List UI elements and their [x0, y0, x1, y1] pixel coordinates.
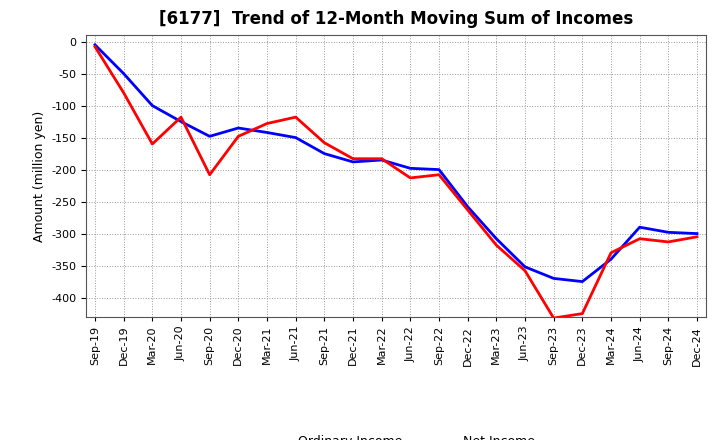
Net Income — [664, 239, 672, 245]
Ordinary Income — [320, 151, 328, 156]
Net Income — [607, 250, 616, 256]
Ordinary Income — [492, 236, 500, 242]
Net Income — [464, 207, 472, 213]
Net Income — [549, 315, 558, 321]
Ordinary Income — [91, 42, 99, 48]
Net Income — [348, 156, 357, 161]
Ordinary Income — [607, 257, 616, 262]
Net Income — [234, 134, 243, 139]
Net Income — [377, 156, 386, 161]
Net Income — [263, 121, 271, 126]
Ordinary Income — [377, 158, 386, 163]
Net Income — [148, 141, 157, 147]
Net Income — [406, 175, 415, 180]
Net Income — [292, 114, 300, 120]
Ordinary Income — [234, 125, 243, 131]
Line: Net Income: Net Income — [95, 47, 697, 318]
Ordinary Income — [464, 204, 472, 209]
Net Income — [578, 311, 587, 316]
Ordinary Income — [693, 231, 701, 236]
Ordinary Income — [148, 103, 157, 108]
Line: Ordinary Income: Ordinary Income — [95, 45, 697, 282]
Net Income — [320, 140, 328, 145]
Net Income — [635, 236, 644, 242]
Net Income — [492, 242, 500, 248]
Ordinary Income — [120, 71, 128, 76]
Ordinary Income — [578, 279, 587, 284]
Ordinary Income — [549, 276, 558, 281]
Ordinary Income — [348, 159, 357, 165]
Net Income — [176, 114, 185, 120]
Y-axis label: Amount (million yen): Amount (million yen) — [33, 110, 46, 242]
Ordinary Income — [263, 130, 271, 135]
Ordinary Income — [205, 134, 214, 139]
Ordinary Income — [435, 167, 444, 172]
Net Income — [91, 44, 99, 49]
Net Income — [693, 234, 701, 239]
Net Income — [120, 90, 128, 95]
Net Income — [521, 268, 529, 273]
Net Income — [435, 172, 444, 177]
Legend: Ordinary Income, Net Income: Ordinary Income, Net Income — [252, 430, 540, 440]
Ordinary Income — [635, 224, 644, 230]
Ordinary Income — [292, 135, 300, 140]
Title: [6177]  Trend of 12-Month Moving Sum of Incomes: [6177] Trend of 12-Month Moving Sum of I… — [159, 10, 633, 28]
Ordinary Income — [521, 264, 529, 270]
Net Income — [205, 172, 214, 177]
Ordinary Income — [406, 166, 415, 171]
Ordinary Income — [664, 230, 672, 235]
Ordinary Income — [176, 119, 185, 124]
